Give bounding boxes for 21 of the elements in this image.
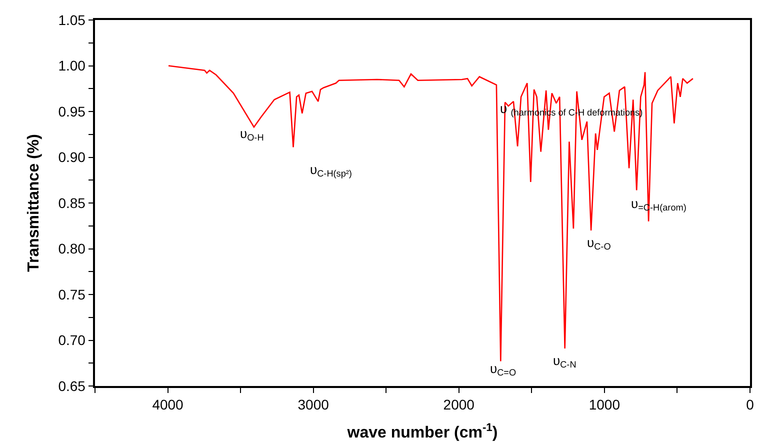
annotation: υ$_{C-O}$ bbox=[587, 235, 611, 252]
y-tick-label: 0.70 bbox=[58, 332, 86, 348]
y-tick-label: 0.75 bbox=[58, 286, 86, 302]
annotation: υ$_{C=O}$ bbox=[490, 361, 516, 378]
x-tick-label: 0 bbox=[746, 396, 754, 413]
y-tick-label: 1.00 bbox=[58, 58, 86, 74]
x-axis-title: wave number (cm$^{-1}$) bbox=[346, 422, 498, 442]
y-tick-label: 0.95 bbox=[58, 103, 86, 120]
annotation: υ$_{O-H}$ bbox=[240, 126, 264, 143]
y-tick-label: 0.85 bbox=[58, 194, 86, 211]
x-tick-label: 1000 bbox=[588, 396, 620, 413]
annotation: υ$_{C-N}$ bbox=[553, 353, 576, 370]
y-tick-label: 0.65 bbox=[58, 378, 86, 394]
x-tick-label: 4000 bbox=[152, 396, 184, 413]
x-tick-label: 3000 bbox=[298, 396, 330, 413]
x-tick-label: 2000 bbox=[443, 396, 475, 413]
y-tick-label: 0.90 bbox=[58, 149, 86, 166]
y-tick-label: 0.80 bbox=[58, 240, 86, 257]
y-axis-title: Transmittance (%) bbox=[26, 134, 43, 272]
annotation: υ$_{C-H(sp²)}$ bbox=[310, 162, 352, 179]
y-tick-label: 1.05 bbox=[58, 12, 86, 28]
